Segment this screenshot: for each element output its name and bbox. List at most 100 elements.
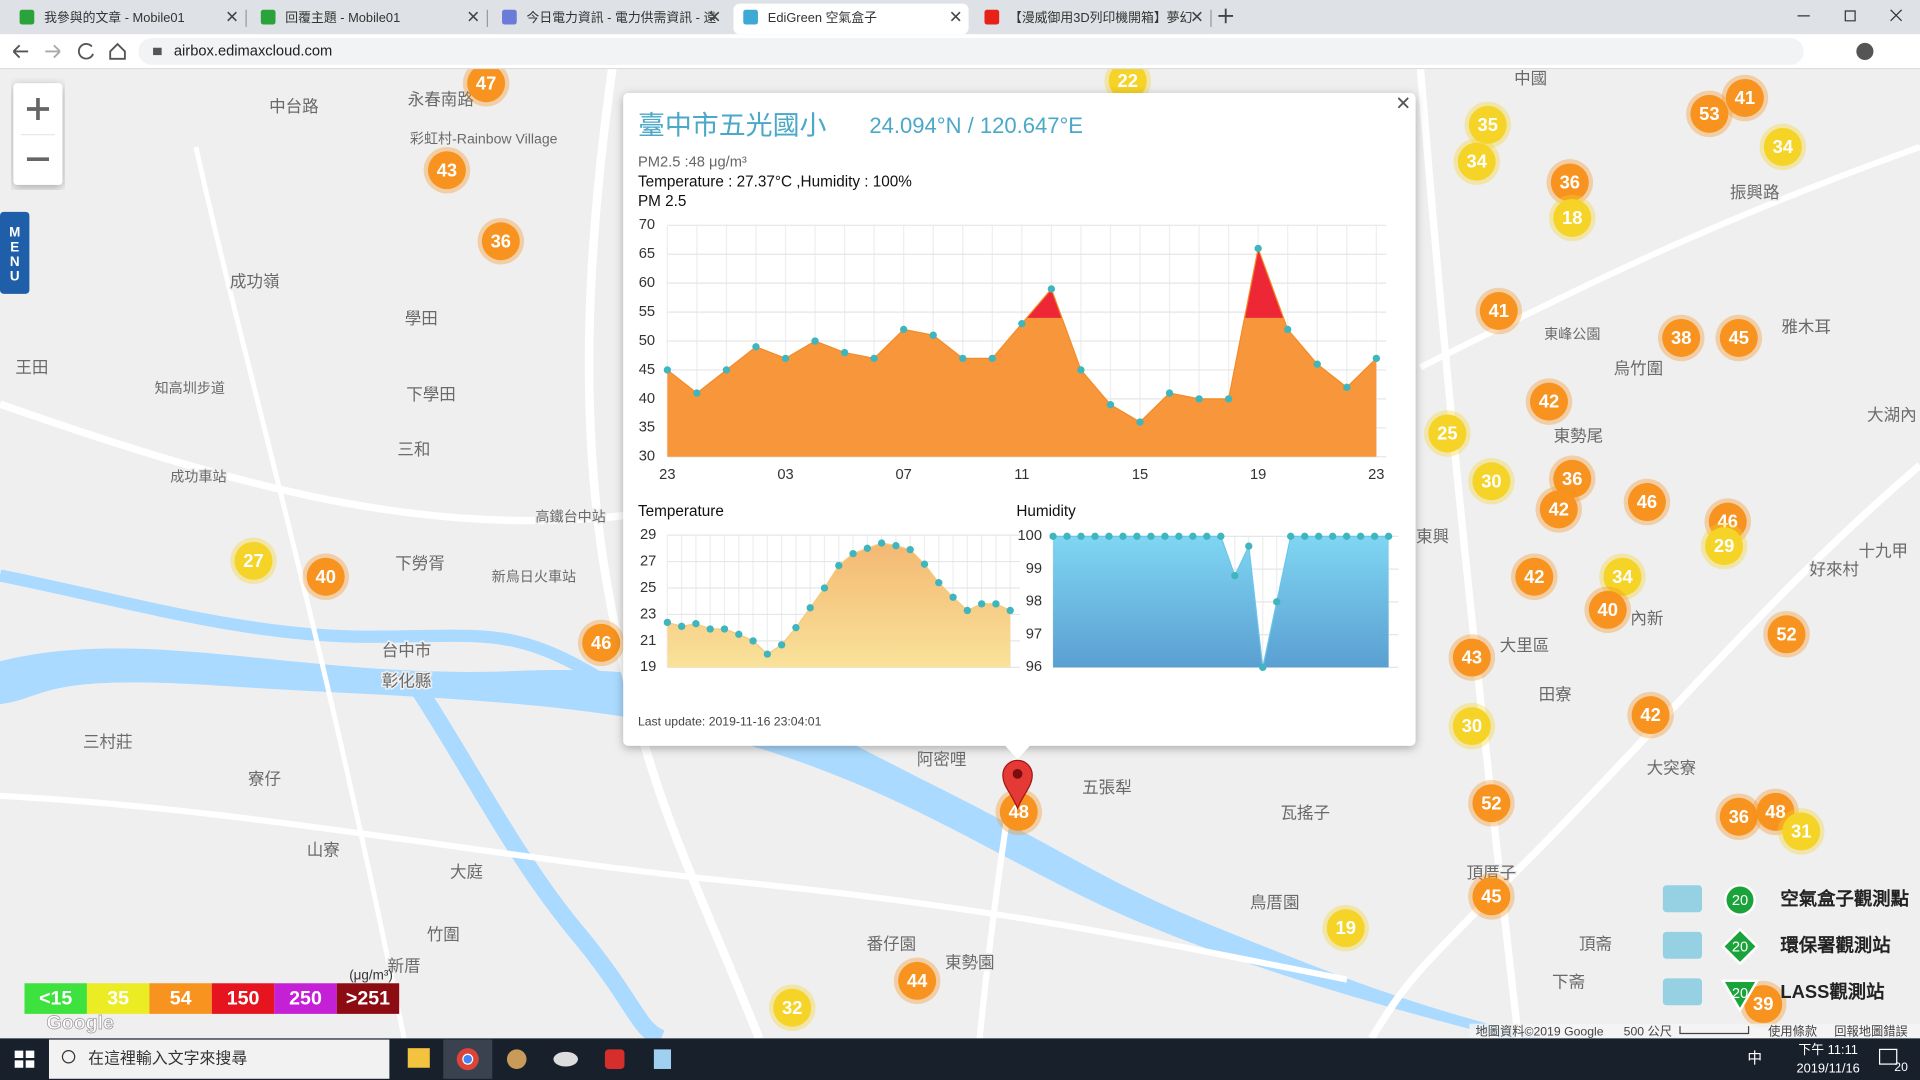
air-marker[interactable]: 34 bbox=[1759, 123, 1807, 171]
air-marker[interactable]: 45 bbox=[1715, 314, 1763, 362]
marker-value[interactable]: 42 bbox=[1640, 704, 1660, 725]
air-marker[interactable]: 36 bbox=[1548, 455, 1596, 503]
marker[interactable] bbox=[1719, 797, 1758, 836]
app-icon[interactable] bbox=[653, 1049, 672, 1069]
air-marker[interactable]: 32 bbox=[768, 984, 816, 1032]
marker[interactable] bbox=[1108, 61, 1147, 100]
marker[interactable] bbox=[1603, 557, 1642, 596]
air-marker[interactable]: 43 bbox=[423, 146, 471, 194]
marker-value[interactable]: 30 bbox=[1462, 715, 1482, 736]
terms[interactable]: 使用條款 bbox=[1768, 1023, 1817, 1038]
marker[interactable] bbox=[1690, 94, 1729, 133]
air-marker[interactable]: 30 bbox=[1468, 457, 1515, 505]
notification-icon[interactable] bbox=[1878, 1048, 1898, 1065]
tab[interactable] bbox=[733, 3, 969, 35]
marker[interactable] bbox=[1428, 414, 1467, 453]
marker-value[interactable]: 32 bbox=[782, 997, 802, 1018]
reload-button[interactable] bbox=[77, 42, 94, 60]
marker[interactable] bbox=[1326, 909, 1365, 948]
marker-value[interactable]: 41 bbox=[1735, 87, 1755, 108]
tab[interactable] bbox=[9, 3, 245, 35]
marker[interactable] bbox=[467, 64, 506, 103]
air-marker[interactable]: 22 bbox=[1104, 57, 1152, 105]
forward-button[interactable] bbox=[45, 44, 61, 59]
tab-close[interactable] bbox=[1192, 11, 1202, 22]
air-marker[interactable]: 42 bbox=[1535, 486, 1583, 533]
air-marker[interactable]: 40 bbox=[302, 553, 349, 600]
marker[interactable] bbox=[427, 151, 466, 190]
marker-value[interactable]: 42 bbox=[1549, 498, 1569, 519]
marker-value[interactable]: 52 bbox=[1776, 623, 1796, 644]
marker-value[interactable]: 36 bbox=[1562, 468, 1582, 489]
ime[interactable]: 中 bbox=[1747, 1050, 1762, 1067]
air-marker[interactable]: 31 bbox=[1777, 808, 1825, 855]
window-controls[interactable] bbox=[1797, 9, 1903, 22]
clock-time[interactable]: 下午 11:11 bbox=[1798, 1042, 1858, 1057]
marker-value[interactable]: 38 bbox=[1671, 327, 1691, 348]
air-marker[interactable]: 34 bbox=[1453, 138, 1500, 185]
marker[interactable] bbox=[773, 988, 812, 1027]
air-marker[interactable]: 40 bbox=[1584, 586, 1632, 634]
tab-close[interactable] bbox=[227, 11, 237, 22]
marker[interactable] bbox=[1457, 142, 1496, 181]
tab-title[interactable]: 今日電力資訊 - 電力供需資訊 - 遠 bbox=[527, 10, 717, 25]
app-icon[interactable] bbox=[604, 1049, 625, 1069]
menu-button[interactable] bbox=[0, 211, 30, 294]
new-tab[interactable] bbox=[1218, 8, 1234, 24]
marker-value[interactable]: 52 bbox=[1481, 792, 1501, 813]
marker-value[interactable]: 48 bbox=[1009, 801, 1029, 822]
marker[interactable] bbox=[1539, 490, 1578, 529]
marker-value[interactable]: 46 bbox=[1637, 491, 1657, 512]
marker[interactable] bbox=[1472, 462, 1511, 501]
marker[interactable] bbox=[999, 792, 1038, 831]
marker[interactable] bbox=[1553, 198, 1592, 237]
marker[interactable] bbox=[1782, 812, 1821, 851]
marker-value[interactable]: 34 bbox=[1467, 151, 1488, 172]
url[interactable]: airbox.edimaxcloud.com bbox=[174, 43, 332, 59]
address-bar[interactable] bbox=[138, 37, 1804, 65]
app-icon[interactable] bbox=[553, 1051, 578, 1067]
marker[interactable] bbox=[481, 222, 520, 261]
location-pin[interactable] bbox=[1002, 759, 1033, 810]
marker-value[interactable]: 35 bbox=[1478, 114, 1498, 135]
marker-value[interactable]: 46 bbox=[591, 632, 611, 653]
air-marker[interactable]: 46 bbox=[577, 619, 625, 667]
marker[interactable] bbox=[1472, 877, 1511, 916]
marker-value[interactable]: 18 bbox=[1562, 207, 1582, 228]
start-button[interactable] bbox=[14, 1050, 35, 1068]
marker-value[interactable]: 45 bbox=[1481, 885, 1501, 906]
air-marker[interactable]: 19 bbox=[1322, 904, 1369, 952]
marker-value[interactable]: 25 bbox=[1437, 423, 1457, 444]
tab-title[interactable]: 我參與的文章 - Mobile01 bbox=[44, 10, 185, 25]
air-marker[interactable]: 41 bbox=[1721, 74, 1769, 122]
marker[interactable] bbox=[1452, 707, 1491, 746]
air-marker[interactable]: 25 bbox=[1424, 410, 1471, 457]
search-box[interactable] bbox=[48, 1039, 390, 1079]
search-placeholder[interactable]: 在這裡輸入文字來搜尋 bbox=[88, 1049, 247, 1067]
marker-value[interactable]: 39 bbox=[1753, 993, 1773, 1014]
marker[interactable] bbox=[1725, 78, 1764, 117]
air-marker[interactable]: 48 bbox=[1752, 788, 1799, 836]
marker-value[interactable]: 40 bbox=[1598, 599, 1618, 620]
marker[interactable] bbox=[898, 961, 937, 1000]
popup-close[interactable] bbox=[1397, 97, 1409, 109]
air-marker[interactable]: 30 bbox=[1448, 702, 1496, 750]
home-button[interactable] bbox=[109, 42, 126, 60]
air-marker[interactable]: 27 bbox=[230, 537, 277, 585]
back-button[interactable] bbox=[12, 44, 29, 59]
air-marker[interactable]: 36 bbox=[1546, 159, 1594, 206]
app-icon[interactable] bbox=[506, 1049, 527, 1069]
air-marker[interactable]: 45 bbox=[1468, 873, 1515, 920]
marker-value[interactable]: 31 bbox=[1791, 820, 1811, 841]
marker[interactable] bbox=[1744, 985, 1783, 1024]
tab-title[interactable]: 回覆主題 - Mobile01 bbox=[285, 10, 400, 25]
marker[interactable] bbox=[1588, 590, 1627, 629]
marker[interactable] bbox=[1553, 459, 1592, 498]
marker-value[interactable]: 41 bbox=[1489, 300, 1509, 321]
marker-value[interactable]: 36 bbox=[491, 230, 511, 251]
marker-value[interactable]: 27 bbox=[243, 550, 263, 571]
tab-title[interactable]: 【漫威御用3D列印機開箱】夢幻 bbox=[1009, 10, 1192, 25]
air-marker[interactable]: 42 bbox=[1525, 378, 1573, 425]
marker[interactable] bbox=[1662, 318, 1701, 357]
marker[interactable] bbox=[1767, 615, 1806, 654]
